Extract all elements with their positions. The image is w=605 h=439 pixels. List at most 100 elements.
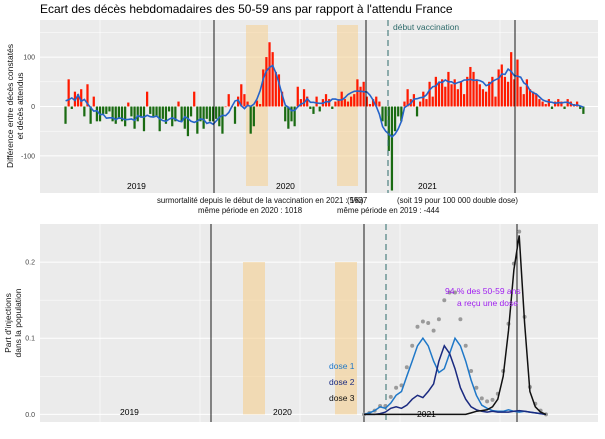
excess-bar [356,79,359,107]
bottom-year-2019: 2019 [120,407,139,417]
excess-bar [378,101,381,107]
excess-bar [456,89,459,107]
excess-bar [224,106,227,108]
excess-bar [221,106,224,134]
top-ytick-label: 0 [31,104,35,111]
excess-bar [199,106,202,122]
total-injection-point [490,397,495,402]
excess-bar [459,81,463,107]
excess-bar [299,99,303,107]
excess-bar [563,106,566,109]
excess-bar [265,57,268,107]
excess-bar [309,106,312,109]
excess-bar [240,84,243,107]
excess-bar [161,106,164,119]
excess-bar [117,106,120,119]
top-ylabel-line1: Différence entre décès constatés [5,44,15,168]
total-injection-point [517,229,522,234]
excess-bar [375,96,378,107]
bottom-ylabel-line1: Part d'injections [3,293,13,353]
excess-bar [497,69,500,107]
excess-bar [525,79,529,107]
excess-bar [70,106,73,109]
excess-bar [180,106,183,122]
excess-bar [193,91,196,107]
excess-bar [397,106,400,117]
excess-bar [403,101,406,107]
excess-bar [547,99,550,107]
excess-bar [290,106,293,122]
excess-bar [516,59,519,107]
total-injection-point [436,317,441,322]
excess-bar [400,106,403,122]
excess-bar [538,99,541,107]
excess-bar [255,100,259,107]
excess-bar [218,106,221,127]
excess-bar [120,106,124,122]
excess-bar [171,106,174,127]
excess-bar [494,96,497,107]
excess-bar [579,106,582,109]
total-injection-point [420,319,425,324]
excess-bar [227,94,230,107]
dose3-line [364,235,547,416]
legend-dose2: dose 2 [329,377,355,387]
total-injection-point [469,369,474,373]
excess-bar [315,96,318,107]
total-injection-point [415,324,420,329]
excess-bar [174,106,177,122]
excess-bar [233,106,237,124]
bottom-gridlines [40,224,598,422]
top-ylabel-line2: et décès attendus [15,72,25,139]
top-ytick-label: -100 [21,153,35,160]
excess-bar [328,99,331,107]
excess-bar [89,106,92,124]
excess-bar [284,106,287,122]
bottom-ytick-label: 0.1 [25,336,35,343]
excess-bar [346,101,350,107]
excess-bar [302,89,306,107]
excess-bar [550,106,554,109]
excess-bar [469,66,472,107]
excess-bar [287,106,290,129]
excess-bar [249,106,252,134]
note-per-100k: (soit 19 pour 100 000 double dose) [397,196,518,205]
excess-bar [337,99,340,107]
excess-bar [95,106,99,122]
excess-bar [513,79,516,107]
excess-bar [353,94,356,107]
excess-bar [481,89,485,107]
excess-bar [155,106,158,117]
excess-bar [208,106,212,122]
excess-bar [76,94,80,107]
excess-bar [425,99,428,107]
excess-bar [575,101,579,107]
excess-bar [419,101,422,107]
excess-bar [422,91,425,107]
total-injection-point [485,399,490,404]
annotation-94pct-line2: a reçu une dose [457,298,518,308]
excess-bar [80,89,83,107]
excess-bar [258,104,262,107]
excess-bar [444,86,447,107]
excess-bar [434,76,437,107]
excess-bar [428,81,431,107]
total-injection-point [447,290,452,295]
excess-bar [506,81,510,107]
excess-bar [86,84,89,107]
excess-bar [488,81,491,107]
excess-bar [64,106,67,124]
note-2019: même période en 2019 : -444 [337,206,440,215]
excess-bar [211,106,215,122]
excess-bar [387,106,390,151]
excess-bar [371,99,375,107]
total-injection-point [474,385,479,390]
total-injection-point [426,321,431,325]
excess-bar [215,106,218,119]
excess-bar [350,96,353,107]
excess-bar [186,106,190,137]
excess-bar [532,91,535,107]
total-injection-point [463,343,468,348]
excess-bar [500,64,503,107]
